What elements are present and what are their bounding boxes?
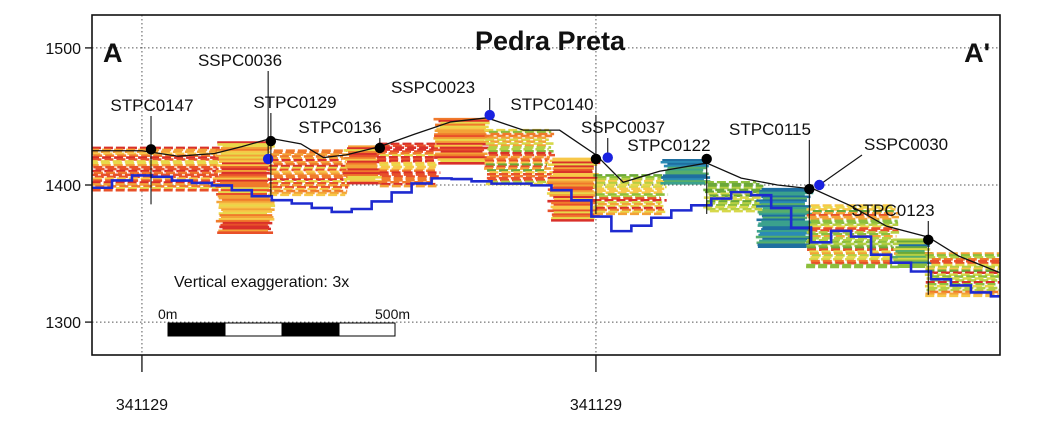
y-tick-label: 1500 xyxy=(45,41,81,58)
drillhole-stpc0140: STPC0140 xyxy=(510,95,602,214)
y-tick-label: 1400 xyxy=(45,178,81,195)
scale-bar: 0m 500m xyxy=(158,306,410,337)
drillhole-label: SSPC0030 xyxy=(864,135,948,154)
drillhole-collar-marker xyxy=(374,142,386,154)
axes: 1300 1400 1500 341129 341129 xyxy=(45,41,622,414)
drillhole-collar-marker xyxy=(923,234,934,246)
drillhole-label: SSPC0037 xyxy=(581,118,665,137)
drillhole-sspc0037: SSPC0037 xyxy=(581,118,665,163)
drillhole-stpc0129: STPC0129 xyxy=(253,93,337,197)
drillhole-collar-marker xyxy=(265,135,277,147)
drillhole-label: STPC0140 xyxy=(510,95,593,114)
drillhole-collar-marker xyxy=(590,153,602,165)
drillhole-stpc0123: STPC0123 xyxy=(851,201,935,295)
topography-path xyxy=(92,117,1000,274)
drillhole-collar-marker xyxy=(814,179,825,191)
pit-shell-path xyxy=(92,174,1000,298)
drillhole-stpc0115: STPC0115 xyxy=(729,120,815,245)
drillhole-label: STPC0115 xyxy=(729,120,811,139)
drillhole-sspc0030: SSPC0030 xyxy=(814,135,948,191)
y-tick-label: 1300 xyxy=(45,315,81,332)
scale-bar-segment-1 xyxy=(167,322,226,337)
drillholes: STPC0147 SSPC0036 STPC0129 STPC0136 SSPC0023… xyxy=(110,51,948,295)
drillhole-collar-marker xyxy=(145,144,157,155)
drillhole-label: STPC0136 xyxy=(298,118,381,137)
drillhole-collar-marker xyxy=(701,153,712,165)
x-tick-label: 341129 xyxy=(116,397,168,414)
drillhole-label: STPC0147 xyxy=(110,96,193,115)
gridlines xyxy=(92,15,1000,355)
drillhole-label: SSPC0023 xyxy=(391,78,475,97)
section-end-label: A' xyxy=(964,38,990,68)
drillhole-label: STPC0123 xyxy=(851,201,934,220)
vertical-exaggeration-note: Vertical exaggeration: 3x xyxy=(174,274,349,291)
drillhole-collar-marker xyxy=(262,153,274,165)
scale-bar-start-label: 0m xyxy=(158,306,177,322)
drillhole-label: STPC0122 xyxy=(627,136,710,155)
drillhole-stpc0147: STPC0147 xyxy=(110,96,194,205)
x-tick-label: 341129 xyxy=(570,397,622,414)
drillhole-collar-marker xyxy=(602,152,613,163)
chart-title: Pedra Preta xyxy=(475,26,626,56)
drillhole-collar-marker xyxy=(484,109,495,121)
scale-bar-segment-4 xyxy=(338,322,396,337)
drillhole-collar-marker xyxy=(804,183,815,195)
drillhole-stpc0122: STPC0122 xyxy=(627,136,712,214)
drillhole-label: SSPC0036 xyxy=(198,51,282,70)
drillhole-label: STPC0129 xyxy=(253,93,336,112)
scale-bar-end-label: 500m xyxy=(375,306,410,322)
topography-line xyxy=(92,117,1000,274)
scale-bar-segment-2 xyxy=(224,322,283,337)
scale-bar-segment-3 xyxy=(281,322,340,337)
label-leader xyxy=(818,154,863,186)
drillhole-sspc0023: SSPC0023 xyxy=(391,78,495,121)
drillhole-stpc0136: STPC0136 xyxy=(298,118,386,154)
pit-shell-line xyxy=(92,174,1000,298)
section-start-label: A xyxy=(103,38,123,68)
